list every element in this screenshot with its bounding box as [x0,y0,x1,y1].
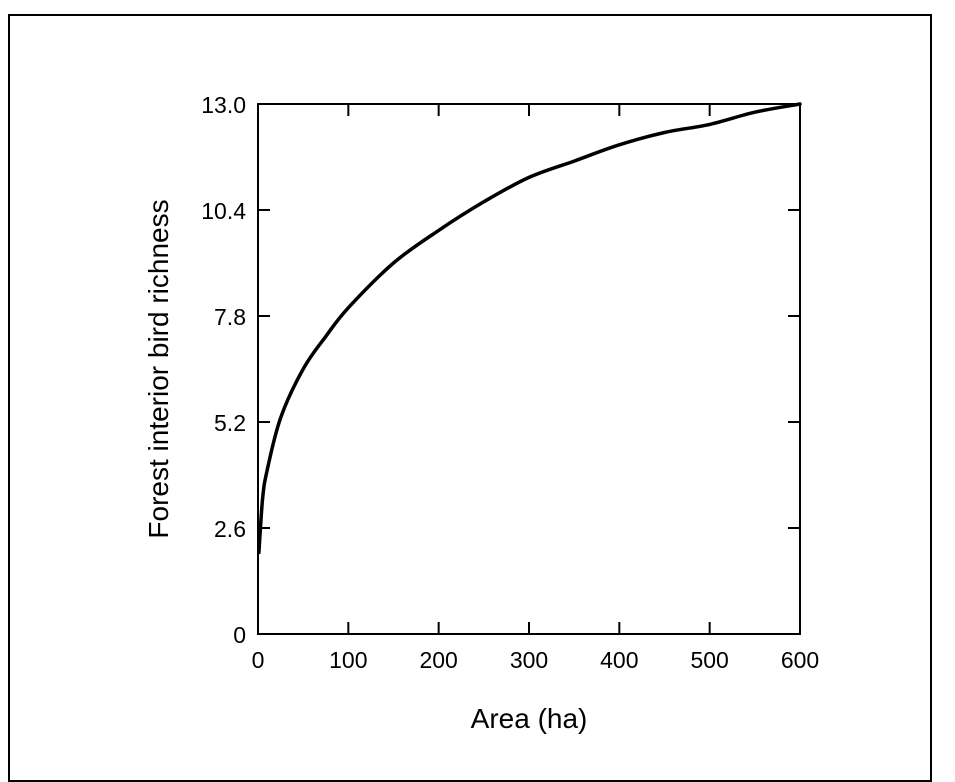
x-tick-labels: 0 100 200 300 400 500 600 [252,647,820,673]
x-tick-label: 600 [781,647,819,673]
x-axis-title: Area (ha) [471,703,588,734]
x-tick-label: 500 [690,647,728,673]
series-line [257,102,802,555]
y-tick-label: 10.4 [201,198,246,224]
x-tick-label: 400 [600,647,638,673]
y-tick-label: 7.8 [214,304,246,330]
y-tick-label: 13.0 [201,92,246,118]
y-tick-labels: 0 2.6 5.2 7.8 10.4 13.0 [201,92,246,648]
tick-marks [257,103,801,635]
y-tick-label: 0 [233,622,246,648]
x-tick-label: 100 [329,647,367,673]
y-axis-title: Forest interior bird richness [143,199,174,538]
x-tick-label: 300 [510,647,548,673]
y-tick-label: 2.6 [214,516,246,542]
x-tick-label: 0 [252,647,265,673]
x-tick-label: 200 [419,647,457,673]
figure-frame [8,14,932,782]
y-tick-label: 5.2 [214,410,246,436]
plot-area [257,103,801,635]
